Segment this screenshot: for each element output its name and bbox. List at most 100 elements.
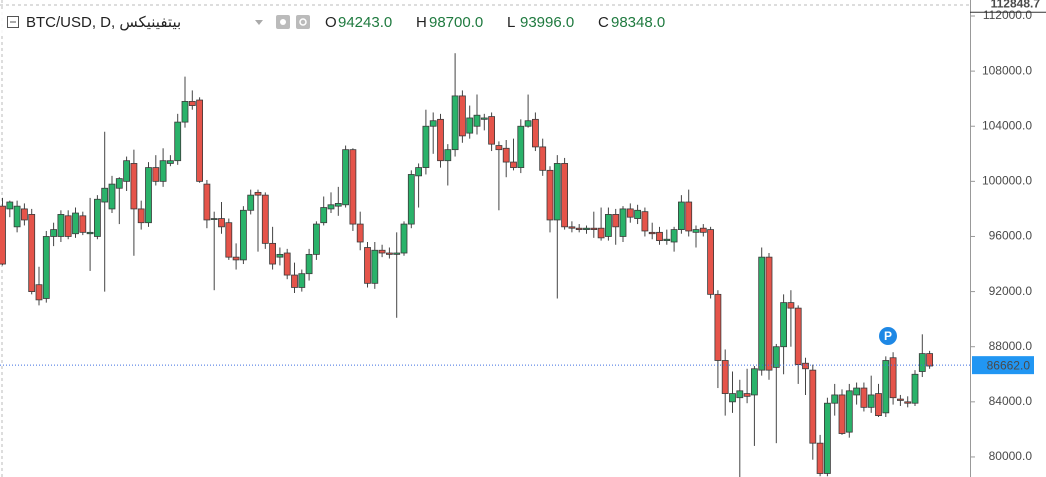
candle-body bbox=[378, 249, 386, 254]
ohlc-value: 93996.0 bbox=[520, 14, 574, 31]
candle-body bbox=[400, 223, 408, 254]
candle-body bbox=[743, 393, 751, 397]
candle-body bbox=[575, 227, 583, 230]
candle-body bbox=[385, 252, 393, 255]
candle-body bbox=[451, 95, 459, 151]
marker-label: P bbox=[884, 329, 892, 343]
candle-body bbox=[466, 117, 474, 134]
candle-body bbox=[327, 204, 335, 210]
candle-body bbox=[210, 218, 218, 220]
y-tick-label: 112000.0 bbox=[983, 8, 1032, 22]
candle-body bbox=[641, 211, 649, 232]
y-tick-label: 84000.0 bbox=[989, 394, 1033, 408]
candle-body bbox=[911, 373, 919, 404]
candle-body bbox=[699, 227, 707, 233]
candle-body bbox=[926, 353, 933, 367]
candle-body bbox=[254, 191, 262, 196]
y-tick-label: 108000.0 bbox=[982, 63, 1032, 77]
ohlc-key: O bbox=[325, 14, 337, 31]
candle-body bbox=[751, 368, 758, 396]
candle-body bbox=[648, 231, 656, 235]
candle-body bbox=[159, 160, 167, 182]
candle-body bbox=[247, 194, 255, 211]
candle-body bbox=[218, 218, 225, 228]
candle-body bbox=[13, 205, 21, 228]
candle-body bbox=[130, 163, 138, 210]
y-tick-label: 88000.0 bbox=[989, 339, 1033, 353]
price-axis: 112000.0 108000.0 104000.0 100000.0 96000.0 9… bbox=[970, 0, 1046, 463]
settings-icon[interactable] bbox=[296, 15, 310, 29]
candle-body bbox=[831, 394, 839, 404]
candle-body bbox=[510, 161, 517, 168]
candle-body bbox=[298, 273, 306, 288]
candle-body bbox=[904, 401, 912, 404]
candle-body bbox=[225, 222, 233, 258]
candle-body bbox=[794, 307, 802, 366]
candle-body bbox=[174, 121, 182, 162]
candle-body bbox=[619, 208, 627, 237]
candle-body bbox=[583, 227, 590, 230]
candle-body bbox=[787, 302, 795, 309]
candle-body bbox=[115, 178, 123, 189]
candle-body bbox=[488, 116, 496, 145]
y-tick-label: 96000.0 bbox=[989, 229, 1033, 243]
candle-body bbox=[364, 247, 371, 284]
candle-body bbox=[232, 256, 240, 261]
high-price-label: 112848.7 bbox=[991, 0, 1041, 10]
candle-body bbox=[918, 353, 926, 372]
candle-body bbox=[145, 167, 152, 224]
candle-body bbox=[181, 101, 189, 123]
candle-body bbox=[758, 256, 766, 371]
candle-body bbox=[79, 215, 87, 233]
candle-body bbox=[35, 284, 43, 301]
ohlc-key: H bbox=[416, 14, 427, 31]
candle-body bbox=[553, 163, 561, 221]
candle-body bbox=[28, 214, 36, 292]
candle-body bbox=[502, 147, 510, 163]
candle-body bbox=[495, 145, 503, 151]
candle-body bbox=[320, 207, 328, 224]
candle-body bbox=[291, 274, 298, 288]
candle-body bbox=[634, 209, 641, 219]
ohlc-values: O 94243.0 H 98700.0 L 93996.0 C 98348.0 bbox=[325, 14, 665, 31]
candle-body bbox=[64, 215, 72, 237]
candle-body bbox=[838, 394, 846, 434]
caret[interactable] bbox=[255, 20, 263, 25]
y-tick-label: 92000.0 bbox=[989, 284, 1033, 298]
plot: P bbox=[0, 53, 970, 477]
candle-body bbox=[626, 208, 634, 218]
candle-body bbox=[867, 394, 875, 408]
candle-body bbox=[342, 149, 350, 206]
settings-icon-ring bbox=[299, 18, 307, 26]
candle-body bbox=[239, 209, 247, 261]
candle-body bbox=[882, 360, 890, 414]
candle-body bbox=[356, 223, 364, 243]
candle-body bbox=[824, 402, 831, 474]
candle-body bbox=[50, 229, 57, 237]
candle-body bbox=[108, 183, 116, 210]
legend-header: BTC/USD, D, بيتفينيكس O 94243.0 H 98700.0 L 9… bbox=[0, 10, 665, 36]
candle-body bbox=[546, 169, 554, 221]
candle-body bbox=[875, 393, 882, 417]
candle-body bbox=[261, 194, 269, 244]
candle-body bbox=[845, 390, 853, 433]
candle-body bbox=[393, 252, 401, 255]
candle-body bbox=[72, 212, 79, 235]
candle-body bbox=[714, 293, 722, 361]
candle-body bbox=[517, 125, 525, 168]
y-tick-label: 100000.0 bbox=[982, 174, 1032, 188]
candle-body bbox=[203, 183, 211, 221]
candle-body bbox=[780, 302, 787, 348]
candle-body bbox=[188, 101, 196, 106]
y-tick-label: 80000.0 bbox=[989, 449, 1033, 463]
candle-body bbox=[809, 369, 817, 444]
candle-body bbox=[860, 387, 868, 408]
candle-body bbox=[897, 398, 904, 401]
candle-body bbox=[0, 205, 6, 265]
candle-body bbox=[670, 229, 678, 243]
marker-icon bbox=[879, 327, 897, 345]
candle-body bbox=[707, 229, 714, 295]
symbol-title: BTC/USD, D, بيتفينيكس bbox=[26, 14, 181, 31]
candle-body bbox=[371, 249, 379, 284]
